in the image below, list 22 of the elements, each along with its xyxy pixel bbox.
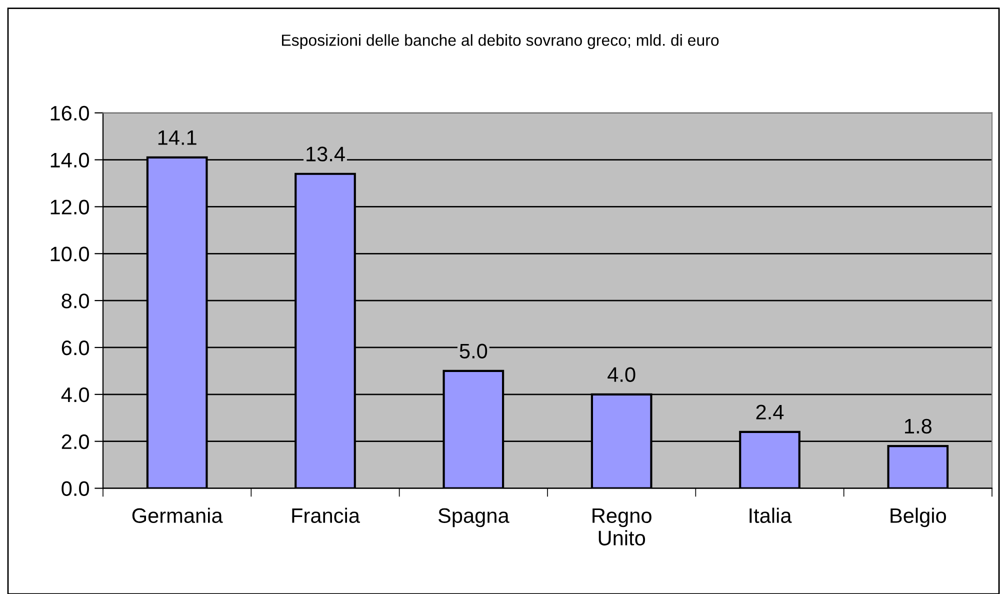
x-tick-label: Francia — [292, 508, 360, 524]
data-label: 5.0 — [460, 344, 488, 358]
y-tick-label: 8.0 — [62, 294, 89, 308]
y-tick-label: 16.0 — [50, 106, 89, 121]
x-tick-label: Regno Unito — [592, 508, 652, 546]
y-tick-label: 6.0 — [62, 340, 89, 356]
chart-title: Esposizioni delle banche al debito sovrano greco; mld. di euro — [282, 34, 719, 50]
y-tick-label: 10.0 — [50, 246, 89, 262]
y-tick-label: 12.0 — [50, 200, 89, 214]
data-label: 1.8 — [905, 418, 932, 434]
data-label: 2.4 — [756, 404, 784, 420]
y-tick-label: 4.0 — [61, 387, 89, 402]
data-label: 13.4 — [306, 146, 345, 162]
y-tick-label: 14.0 — [50, 152, 89, 168]
x-tick-label: Spagna — [438, 508, 510, 528]
y-tick-label: 2.0 — [62, 434, 89, 450]
x-tick-label: Belgio — [890, 508, 946, 528]
data-label: 4.0 — [608, 367, 636, 382]
x-tick-label: Italia — [750, 508, 792, 524]
x-tick-label: Germania — [132, 508, 223, 524]
y-tick-label: 0.0 — [62, 481, 89, 496]
data-label: 14.1 — [158, 130, 196, 145]
